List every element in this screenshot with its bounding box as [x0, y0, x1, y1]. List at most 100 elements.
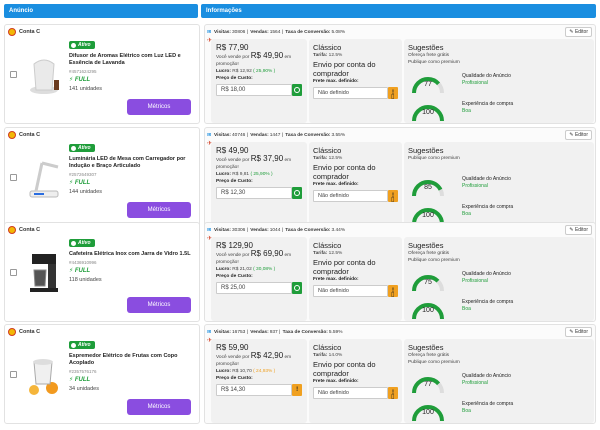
- check-icon: [71, 342, 76, 348]
- select-checkbox[interactable]: [10, 371, 17, 378]
- product-title[interactable]: Luminária LED de Mesa com Carregador por…: [69, 155, 186, 169]
- cost-label: Preço de Custo:: [216, 274, 253, 279]
- full-badge: ⚡ FULL: [69, 76, 91, 83]
- full-badge: ⚡ FULL: [69, 376, 91, 383]
- pricing-box: R$ 129,90 Você vende por R$ 69,90 em pro…: [211, 237, 307, 321]
- freight-input[interactable]: Não definido: [313, 285, 388, 297]
- shipping-box: Clássico Tarifa: 12.5% Envio por conta d…: [309, 237, 402, 321]
- freight-label: Frete max. definido:: [313, 277, 359, 282]
- quality-score: 77: [424, 81, 432, 88]
- cost-price-input[interactable]: R$ 14,30: [216, 384, 293, 396]
- suggestions-title: Sugestões: [408, 146, 444, 155]
- experience-label: Experiência de compra Boa: [462, 204, 514, 217]
- pricing-box: R$ 49,90 Você vende por R$ 37,90 em prom…: [211, 142, 307, 226]
- stats-bar: ⊞ Visitas: 40746 | Vendas: 1447 | Taxa de …: [207, 132, 346, 138]
- quality-label: Qualidade do Anúncio Profissional: [462, 176, 511, 189]
- account-badge: Conta C: [8, 131, 40, 139]
- suggestion-item: Publique como premium: [408, 156, 460, 161]
- warning-icon[interactable]: !: [292, 384, 302, 396]
- list-price: R$ 49,90: [216, 146, 249, 155]
- shipping-mode: Envio por conta do comprador: [313, 258, 376, 276]
- warning-icon[interactable]: !: [388, 285, 398, 297]
- product-title[interactable]: Difusor de Aromas Elétrico com Luz LED e…: [69, 52, 181, 66]
- quality-label: Qualidade do Anúncio Profissional: [462, 271, 511, 284]
- profit-text: Lucro: R$ 9,81 ( 25,90% ): [216, 172, 273, 177]
- chart-icon: ⊞: [207, 132, 212, 138]
- check-icon: [71, 145, 76, 151]
- metrics-button[interactable]: Métricos: [127, 202, 191, 218]
- product-title[interactable]: Espremedor Elétrico de Frutas com Copo A…: [69, 352, 178, 366]
- quality-gauge: 77: [408, 371, 448, 395]
- product-sku: #2572649307: [69, 171, 97, 177]
- suggestions-title: Sugestões: [408, 343, 444, 352]
- diffuser-icon[interactable]: [23, 50, 65, 98]
- status-badge: Ativo: [69, 239, 95, 247]
- full-badge: ⚡ FULL: [69, 179, 91, 186]
- listing-row: Conta C Ativo Espremedor Elétrico de Fru…: [4, 324, 596, 426]
- metrics-button[interactable]: Métricos: [127, 399, 191, 415]
- quality-gauge: 77: [408, 71, 448, 95]
- cost-price-input[interactable]: R$ 12,30: [216, 187, 293, 199]
- select-checkbox[interactable]: [10, 269, 17, 276]
- confirm-icon[interactable]: [292, 282, 302, 294]
- freight-label: Frete max. definido:: [313, 182, 359, 187]
- freight-input[interactable]: Não definido: [313, 87, 388, 99]
- shipping-mode: Envio por conta do comprador: [313, 163, 376, 181]
- confirm-icon[interactable]: [292, 187, 302, 199]
- listing-type: Clássico: [313, 343, 342, 352]
- warning-icon[interactable]: !: [388, 190, 398, 202]
- phone-icon: ▯: [391, 94, 395, 100]
- experience-label: Experiência de compra Boa: [462, 101, 514, 114]
- status-badge: Ativo: [69, 144, 95, 152]
- desk-lamp-icon[interactable]: [23, 153, 65, 201]
- shipping-mode: Envio por conta do comprador: [313, 60, 376, 78]
- editor-button[interactable]: ✎ Editor: [565, 225, 592, 235]
- editor-button[interactable]: ✎ Editor: [565, 130, 592, 140]
- check-icon: [71, 42, 76, 48]
- suggestion-item: Ofereça frete grátis: [408, 251, 450, 256]
- phone-icon: ▯: [391, 394, 395, 400]
- warning-icon[interactable]: !: [388, 87, 398, 99]
- promo-text: Você vende por R$ 37,90 em promoção!: [216, 154, 292, 171]
- editor-button[interactable]: ✎ Editor: [565, 327, 592, 337]
- shipping-plane-icon: ✈: [207, 236, 213, 242]
- profit-text: Lucro: R$ 12,92 ( 25,90% ): [216, 69, 276, 74]
- warning-icon[interactable]: !: [388, 387, 398, 399]
- cost-price-input[interactable]: R$ 25,00: [216, 282, 293, 294]
- fee-text: Tarifa: 12.5%: [313, 156, 343, 161]
- metrics-button[interactable]: Métricos: [127, 297, 191, 313]
- suggestion-item: Publique como premium: [408, 258, 460, 263]
- account-name: Conta C: [19, 29, 41, 35]
- editor-button[interactable]: ✎ Editor: [565, 27, 592, 37]
- status-badge: Ativo: [69, 41, 95, 49]
- phone-icon: ▯: [391, 197, 395, 203]
- select-checkbox[interactable]: [10, 71, 17, 78]
- listing-card: Conta C Ativo Difusor de Aromas Elétrico…: [4, 24, 200, 124]
- freight-input[interactable]: Não definido: [313, 387, 388, 399]
- confirm-icon[interactable]: [292, 84, 302, 96]
- cost-price-input[interactable]: R$ 18,00: [216, 84, 293, 96]
- product-title[interactable]: Cafeteira Elétrica Inox com Jarra de Vid…: [69, 250, 191, 257]
- experience-label: Experiência de compra Boa: [462, 401, 514, 414]
- shipping-plane-icon: ✈: [207, 338, 213, 344]
- full-badge: ⚡ FULL: [69, 267, 91, 274]
- phone-icon: ▯: [391, 292, 395, 298]
- freight-input[interactable]: Não definido: [313, 190, 388, 202]
- listing-card: Conta C Ativo Luminária LED de Mesa com …: [4, 127, 200, 227]
- suggestions-title: Sugestões: [408, 241, 444, 250]
- status-badge: Ativo: [69, 341, 95, 349]
- promo-text: Você vende por R$ 49,90 em promoção!: [216, 51, 292, 68]
- stats-bar: ⊞ Visitas: 30806 | Vendas: 1564 | Taxa de …: [207, 29, 346, 35]
- listing-type: Clássico: [313, 43, 342, 52]
- shipping-plane-icon: ✈: [207, 141, 213, 147]
- listing-card: Conta C Ativo Espremedor Elétrico de Fru…: [4, 324, 200, 424]
- juicer-icon[interactable]: [23, 350, 65, 398]
- listing-card: Conta C Ativo Cafeteira Elétrica Inox co…: [4, 222, 200, 322]
- metrics-button[interactable]: Métricos: [127, 99, 191, 115]
- select-checkbox[interactable]: [10, 174, 17, 181]
- coffee-maker-icon[interactable]: [23, 248, 65, 296]
- pricing-box: R$ 59,90 Você vende por R$ 42,90 em prom…: [211, 339, 307, 423]
- listing-type: Clássico: [313, 146, 342, 155]
- experience-score: 100: [422, 109, 434, 116]
- quality-gauge: 75: [408, 269, 448, 293]
